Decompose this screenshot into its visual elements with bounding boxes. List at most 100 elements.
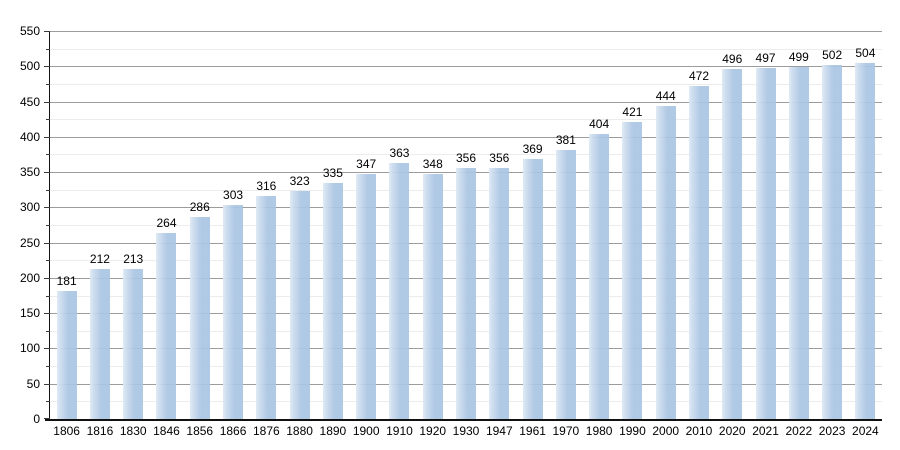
x-tick-label-1900: 1900 (352, 424, 380, 438)
bar-2024 (855, 63, 876, 419)
plot-area: 181 1806 212 1816 213 1830 264 1846 286 1856 303 18… (20, 24, 882, 438)
bar-value-label-2020: 496 (722, 52, 743, 67)
bar-slot-2022: 499 2022 (782, 31, 815, 437)
x-tick-label-1890: 1890 (319, 424, 347, 438)
bar-slot-1816: 212 1816 (83, 31, 116, 438)
x-tick-label-2010: 2010 (685, 424, 713, 438)
y-tick-label-400: 400 (19, 129, 40, 144)
bar-value-label-1830: 213 (123, 251, 144, 266)
y-axis-tick-50 (44, 383, 50, 385)
bar-1806 (56, 291, 77, 419)
bar-slot-1961: 369 1961 (516, 31, 549, 437)
bar-slot-1806: 181 1806 (50, 31, 83, 438)
bar-slot-1856: 286 1856 (183, 31, 216, 438)
y-tick-label-50: 50 (26, 376, 40, 391)
bar-slot-1846: 264 1846 (150, 31, 183, 437)
y-axis-tick-225 (46, 260, 50, 262)
y-tick-label-250: 250 (19, 235, 40, 250)
y-tick-label-350: 350 (19, 165, 40, 180)
y-axis-tick-25 (46, 401, 50, 403)
x-tick-label-2023: 2023 (818, 424, 846, 438)
bar-value-label-1900: 347 (356, 157, 377, 172)
bar-slot-1990: 421 1990 (616, 31, 649, 438)
major-gridline-400 (50, 136, 882, 138)
y-axis-tick-350 (44, 172, 50, 174)
bar-value-label-2024: 504 (855, 46, 876, 61)
bar-value-label-2023: 502 (822, 47, 843, 62)
y-axis-tick-175 (46, 295, 50, 297)
minor-gridline-475 (50, 83, 882, 85)
bar-value-label-1866: 303 (223, 188, 244, 203)
bar-slot-1890: 335 1890 (316, 31, 349, 437)
major-gridline-500 (50, 66, 882, 68)
x-tick-label-1990: 1990 (619, 424, 646, 438)
x-tick-label-1961: 1961 (519, 424, 546, 438)
y-axis-tick-275 (46, 225, 50, 226)
bar-1961 (522, 158, 543, 419)
y-axis-tick-525 (46, 48, 50, 50)
bar-1880 (289, 191, 310, 419)
minor-gridline-525 (50, 48, 882, 50)
y-tick-label-500: 500 (19, 59, 40, 74)
bar-slot-1930: 356 1930 (449, 31, 482, 437)
y-axis-tick-400 (44, 136, 50, 138)
bar-1876 (256, 196, 277, 419)
y-tick-label-150: 150 (19, 306, 40, 321)
bar-slot-1970: 381 1970 (549, 31, 582, 438)
x-tick-label-1880: 1880 (286, 424, 313, 438)
bar-value-label-1980: 404 (589, 117, 610, 131)
bar-slot-1920: 348 1920 (416, 31, 449, 437)
x-tick-label-1947: 1947 (485, 424, 513, 438)
bar-value-label-1910: 363 (389, 145, 410, 160)
bar-2020 (722, 69, 743, 419)
x-tick-label-1806: 1806 (53, 424, 80, 438)
y-axis-tick-125 (46, 330, 50, 332)
bar-value-label-1876: 316 (256, 179, 277, 194)
bar-value-label-1947: 356 (489, 150, 510, 165)
bar-value-label-2000: 444 (655, 88, 676, 103)
bar-2022 (788, 66, 809, 419)
bar-slot-1980: 404 1980 (583, 31, 616, 438)
y-axis-tick-0 (44, 418, 50, 419)
minor-gridline-425 (50, 119, 882, 121)
bar-1900 (356, 174, 377, 419)
bar-value-label-2010: 472 (688, 69, 709, 84)
bar-1947 (489, 167, 510, 419)
bar-slot-2020: 496 2020 (716, 31, 749, 438)
y-axis-tick-550 (44, 31, 50, 32)
x-tick-label-1980: 1980 (585, 424, 613, 438)
y-axis-tick-200 (44, 277, 50, 279)
major-gridline-450 (50, 101, 882, 103)
bar-slot-1830: 213 1830 (117, 31, 150, 437)
x-tick-label-1856: 1856 (186, 424, 214, 438)
y-axis-tick-325 (46, 189, 50, 191)
bar-2000 (655, 105, 676, 419)
bar-1970 (555, 150, 576, 419)
y-axis-tick-450 (44, 101, 50, 103)
x-tick-label-1910: 1910 (386, 424, 413, 438)
bars-row: 181 1806 212 1816 213 1830 264 1846 286 1856 303 18… (50, 31, 882, 438)
x-tick-label-2021: 2021 (752, 424, 779, 438)
y-axis-tick-300 (44, 207, 50, 209)
x-tick-label-1846: 1846 (153, 424, 180, 438)
bar-value-label-1990: 421 (622, 105, 643, 120)
bar-value-label-1930: 356 (456, 150, 477, 165)
bar-value-label-1806: 181 (56, 274, 77, 289)
x-tick-label-1876: 1876 (252, 424, 280, 438)
bar-1930 (456, 167, 477, 419)
bar-1920 (422, 173, 443, 419)
y-axis-tick-500 (44, 66, 50, 68)
y-tick-label-200: 200 (19, 270, 40, 285)
bar-value-label-1890: 335 (322, 165, 343, 180)
y-tick-label-550: 550 (19, 24, 40, 38)
x-tick-label-1970: 1970 (552, 424, 580, 438)
bar-1910 (389, 162, 410, 419)
x-tick-label-2020: 2020 (718, 424, 746, 438)
bar-value-label-1970: 381 (555, 133, 576, 148)
bar-slot-1880: 323 1880 (283, 31, 316, 438)
bar-slot-1900: 347 1900 (350, 31, 383, 438)
bar-slot-1866: 303 1866 (216, 31, 249, 438)
bar-value-label-2021: 497 (755, 51, 776, 66)
bar-slot-1947: 356 1947 (483, 31, 516, 437)
